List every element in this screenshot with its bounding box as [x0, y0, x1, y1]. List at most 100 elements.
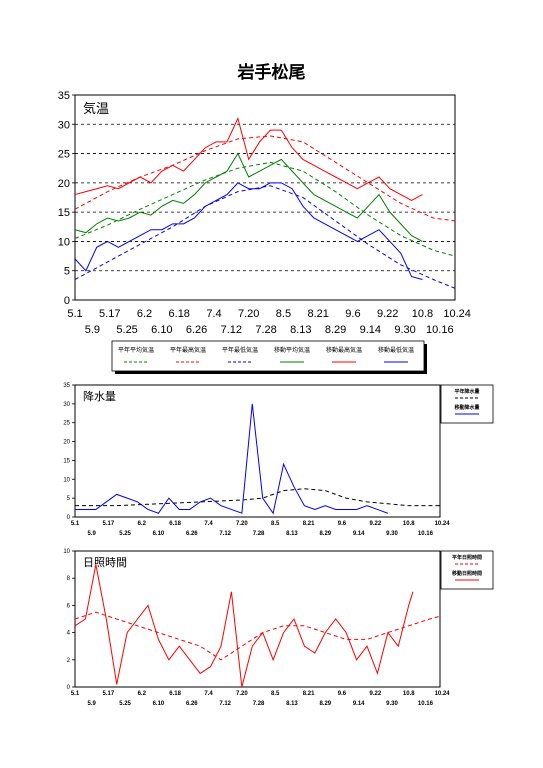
- x-tick-label: 6.10: [153, 531, 165, 537]
- x-tick-label: 5.25: [119, 701, 131, 707]
- x-tick-label: 6.26: [186, 701, 198, 707]
- x-tick-label: 5.25: [119, 531, 131, 537]
- x-tick-label: 9.30: [386, 701, 398, 707]
- y-tick-label: 0: [64, 295, 70, 307]
- y-tick-label: 15: [63, 458, 70, 464]
- y-tick-label: 20: [58, 178, 70, 190]
- legend-box: [440, 384, 494, 424]
- x-tick-label: 6.2: [138, 691, 147, 697]
- x-tick-label: 9.30: [386, 531, 398, 537]
- x-tick-label: 5.17: [103, 691, 115, 697]
- legend-label: 平年平均気温: [118, 346, 154, 354]
- x-tick-label: 5.1: [71, 691, 80, 697]
- x-tick-label: 8.29: [319, 701, 331, 707]
- x-tick-label: 8.13: [286, 531, 298, 537]
- legend-box: [111, 340, 425, 372]
- x-tick-label: 10.16: [418, 531, 434, 537]
- series-line: [74, 152, 423, 242]
- series-line: [74, 116, 423, 201]
- series-line: [74, 161, 456, 257]
- x-tick-label: 7.12: [219, 701, 231, 707]
- legend-label: 平年最高気温: [170, 346, 206, 354]
- x-tick-label: 9.14: [353, 701, 365, 707]
- x-tick-label: 5.17: [103, 521, 115, 527]
- y-tick-label: 35: [58, 90, 70, 102]
- x-tick-label: 5.1: [67, 308, 82, 320]
- x-tick-label: 8.21: [303, 691, 315, 697]
- x-tick-label: 9.6: [345, 308, 360, 320]
- x-tick-label: 10.16: [426, 324, 454, 336]
- x-tick-label: 9.14: [360, 324, 381, 336]
- y-tick-label: 10: [58, 236, 70, 248]
- legend-label: 移動日照時間: [452, 570, 482, 577]
- plot-frame: [74, 550, 441, 688]
- x-tick-label: 7.4: [204, 521, 213, 527]
- y-tick-label: 0: [67, 515, 71, 521]
- x-tick-label: 8.21: [303, 521, 315, 527]
- x-tick-label: 10.8: [403, 691, 415, 697]
- x-tick-label: 9.30: [394, 324, 415, 336]
- x-tick-label: 7.28: [255, 324, 276, 336]
- x-tick-label: 5.9: [85, 324, 100, 336]
- chart-title: 日照時間: [83, 556, 127, 569]
- y-tick-label: 10: [63, 549, 70, 555]
- chart-title: 気温: [83, 101, 109, 116]
- plot-frame: [74, 384, 441, 518]
- chart-title: 降水量: [83, 389, 116, 403]
- series-line: [74, 182, 423, 280]
- x-tick-label: 8.5: [271, 521, 280, 527]
- x-tick-label: 5.9: [88, 531, 97, 537]
- series-line: [75, 488, 440, 507]
- series-line: [75, 403, 389, 515]
- x-tick-label: 6.2: [137, 308, 152, 320]
- y-tick-label: 4: [67, 631, 71, 637]
- x-tick-label: 7.20: [238, 308, 259, 320]
- x-tick-label: 7.4: [206, 308, 221, 320]
- x-tick-label: 6.18: [169, 308, 190, 320]
- x-tick-label: 10.24: [443, 308, 471, 320]
- page-title: 岩手松尾: [237, 63, 306, 82]
- x-tick-label: 9.14: [353, 531, 365, 537]
- x-tick-label: 8.13: [290, 324, 311, 336]
- x-tick-label: 8.29: [325, 324, 346, 336]
- y-tick-label: 5: [64, 266, 70, 278]
- x-tick-label: 5.17: [99, 308, 120, 320]
- x-tick-label: 6.26: [186, 324, 207, 336]
- legend-label: 移動最低気温: [378, 346, 414, 354]
- x-tick-label: 8.5: [276, 308, 291, 320]
- y-tick-label: 30: [58, 119, 70, 131]
- x-tick-label: 9.6: [338, 521, 347, 527]
- series-line: [74, 564, 414, 688]
- x-tick-label: 9.22: [369, 521, 381, 527]
- x-tick-label: 9.6: [338, 691, 347, 697]
- x-tick-label: 8.21: [307, 308, 328, 320]
- series-line: [74, 185, 456, 289]
- x-tick-label: 8.29: [319, 531, 331, 537]
- x-tick-label: 8.13: [286, 701, 298, 707]
- x-tick-label: 7.28: [253, 531, 265, 537]
- y-tick-label: 25: [58, 149, 70, 161]
- x-tick-label: 5.1: [71, 521, 80, 527]
- legend-box: [440, 550, 494, 590]
- x-tick-label: 7.4: [204, 691, 213, 697]
- x-tick-label: 10.16: [418, 701, 434, 707]
- series-line: [74, 135, 456, 222]
- y-tick-label: 15: [58, 207, 70, 219]
- x-tick-label: 6.18: [169, 691, 181, 697]
- legend-label: 平年最低気温: [222, 346, 258, 354]
- plot-frame: [74, 94, 456, 301]
- x-tick-label: 6.26: [186, 531, 198, 537]
- y-tick-label: 10: [63, 477, 70, 483]
- x-tick-label: 7.12: [219, 531, 231, 537]
- x-tick-label: 9.22: [369, 691, 381, 697]
- y-tick-label: 6: [67, 603, 71, 609]
- legend-label: 平年日照時間: [452, 554, 482, 561]
- x-tick-label: 10.24: [435, 691, 451, 697]
- x-tick-label: 10.24: [435, 521, 451, 527]
- x-tick-label: 7.20: [236, 691, 248, 697]
- legend-label: 移動平均気温: [274, 346, 310, 354]
- y-tick-label: 5: [67, 496, 71, 502]
- x-tick-label: 6.10: [153, 701, 165, 707]
- x-tick-label: 8.5: [271, 691, 280, 697]
